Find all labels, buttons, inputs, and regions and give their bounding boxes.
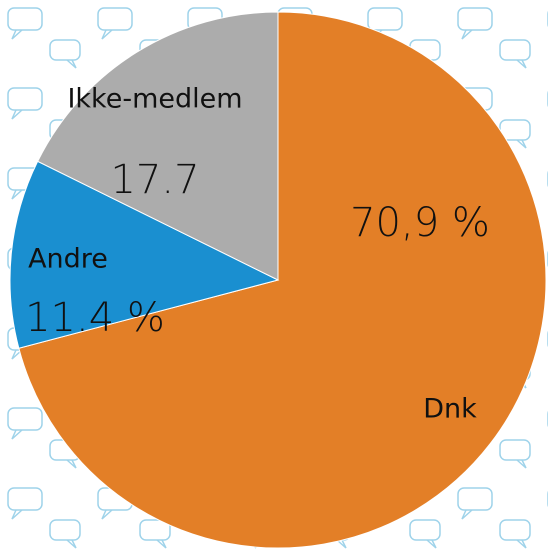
slice-name: Andre	[28, 244, 108, 275]
value-label: 17.7	[110, 157, 199, 203]
pie-slice	[37, 11, 279, 281]
value-label: 11.4 %	[25, 295, 165, 341]
pie-slice	[9, 160, 280, 349]
pie: Dnk 70,9 % Andre 11.4 % Ikke-medlem 17.7	[9, 11, 547, 549]
pie-slice	[18, 11, 547, 549]
slice-name: Ikke-medlem	[67, 84, 242, 115]
slice-name: Dnk	[423, 394, 477, 425]
value-label: 70,9 %	[350, 200, 490, 246]
